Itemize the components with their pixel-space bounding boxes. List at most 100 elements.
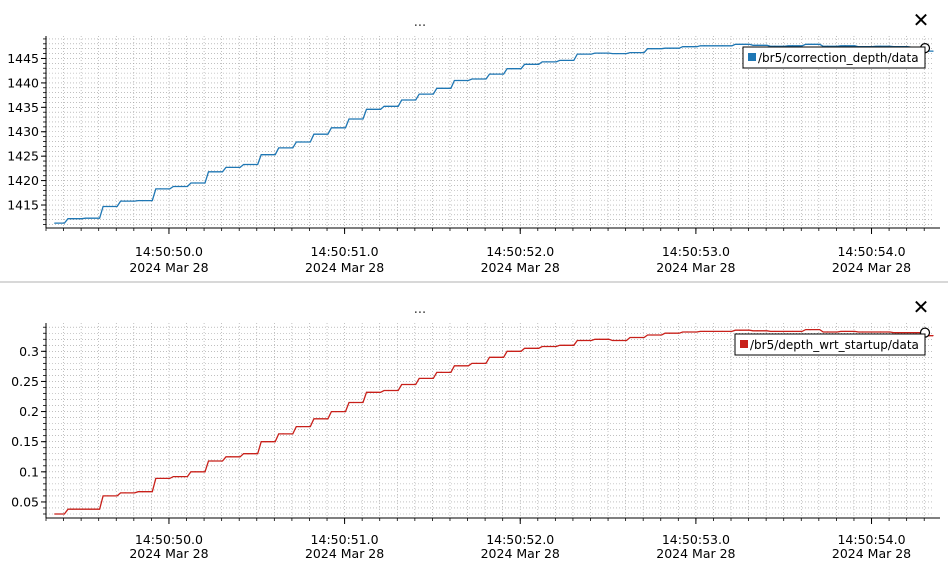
close-icon[interactable]: ✕ (913, 8, 930, 32)
data-point (335, 127, 337, 129)
data-point (932, 50, 934, 52)
chart-panel-1: ... ✕ 1415 1420 1425 1430 1435 1440 1445 14:50:50… (7, 8, 940, 275)
data-point (827, 331, 829, 333)
data-point (194, 471, 196, 473)
x-tick-label-time: 14:50:52.0 (486, 532, 554, 547)
data-point (317, 133, 319, 135)
data-point (739, 43, 741, 45)
data-point (475, 78, 477, 80)
data-point (352, 401, 354, 404)
x-tick-label-time: 14:50:53.0 (662, 244, 730, 259)
close-icon[interactable]: ✕ (913, 295, 930, 319)
data-point (300, 426, 302, 428)
data-point (598, 338, 600, 340)
data-point (668, 332, 671, 334)
data-point (405, 99, 407, 101)
data-point (89, 217, 91, 219)
x-tick-label-date: 2024 Mar 28 (305, 260, 384, 275)
data-point (177, 185, 179, 188)
data-point (528, 347, 530, 349)
data-point (686, 331, 688, 333)
data-point (142, 200, 144, 202)
data-point (352, 118, 354, 120)
chart-panel-2: ... ✕0.050.10.150.20.250.314:50:50.02024 … (0, 281, 948, 561)
data-point (563, 344, 565, 346)
data-point (563, 59, 565, 62)
data-point (510, 68, 513, 70)
legend-box (742, 46, 926, 69)
data-point (844, 45, 846, 47)
data-point (405, 383, 407, 386)
x-tick-label-date: 2024 Mar 28 (832, 546, 911, 561)
data-point (791, 330, 794, 333)
data-point (545, 61, 548, 63)
x-tick-label-time: 14:50:50.0 (135, 244, 203, 259)
data-point (616, 339, 618, 342)
data-point (54, 222, 56, 224)
legend-swatch (748, 53, 756, 61)
data-point (106, 205, 109, 208)
y-tick-label: 0.25 (11, 374, 39, 389)
data-point (159, 477, 161, 480)
y-tick-label: 1430 (7, 124, 39, 139)
legend: /br5/depth_wrt_startup/data (734, 333, 926, 356)
x-tick-label-time: 14:50:51.0 (311, 532, 379, 547)
data-point (545, 345, 548, 348)
data-point (440, 371, 442, 374)
data-point (71, 508, 73, 510)
data-point (809, 43, 811, 45)
data-point (581, 339, 583, 342)
data-point (633, 336, 636, 339)
data-point (370, 108, 372, 110)
y-tick-label: 0.1 (19, 464, 39, 479)
data-point (142, 491, 144, 493)
x-tick-label-date: 2024 Mar 28 (305, 546, 384, 561)
data-point (71, 218, 73, 220)
y-tick-label: 0.2 (19, 404, 39, 419)
y-tick-label: 1440 (7, 75, 39, 90)
data-point (809, 329, 811, 331)
data-point (844, 330, 846, 333)
chart-title: ... (414, 302, 426, 317)
data-point (317, 418, 319, 420)
data-point (54, 513, 56, 515)
data-point (668, 47, 671, 49)
x-tick-label-date: 2024 Mar 28 (832, 260, 911, 275)
data-point (914, 332, 917, 334)
chart-title: ... (414, 15, 426, 30)
data-point (247, 163, 249, 166)
data-point (229, 166, 232, 169)
x-tick-label-time: 14:50:50.0 (135, 532, 203, 547)
data-point (212, 460, 214, 462)
data-point (651, 334, 653, 336)
data-point (739, 329, 741, 331)
data-point (598, 52, 600, 54)
data-point (475, 362, 477, 364)
data-point (177, 476, 179, 478)
y-tick-label: 1425 (7, 149, 39, 164)
data-point (212, 171, 214, 173)
data-point (423, 93, 425, 95)
legend-swatch (740, 340, 748, 348)
data-point (106, 495, 109, 497)
data-point (721, 45, 723, 47)
data-point (897, 332, 899, 334)
data-point (124, 200, 126, 202)
data-point (510, 350, 513, 352)
y-tick-label: 1445 (7, 51, 39, 66)
x-tick-label-date: 2024 Mar 28 (481, 546, 560, 561)
data-point (932, 335, 934, 337)
data-point (194, 182, 196, 184)
data-point (423, 377, 425, 380)
y-tick-label: 0.15 (11, 434, 39, 449)
data-point (370, 391, 372, 393)
legend-label: /br5/correction_depth/data (758, 51, 919, 65)
data-point (387, 389, 390, 392)
data-point (581, 53, 583, 55)
data-point (774, 330, 776, 333)
x-tick-label-time: 14:50:52.0 (486, 244, 554, 259)
data-point (458, 79, 460, 82)
data-point (862, 331, 864, 333)
data-point (229, 456, 232, 458)
legend-box (734, 333, 926, 356)
